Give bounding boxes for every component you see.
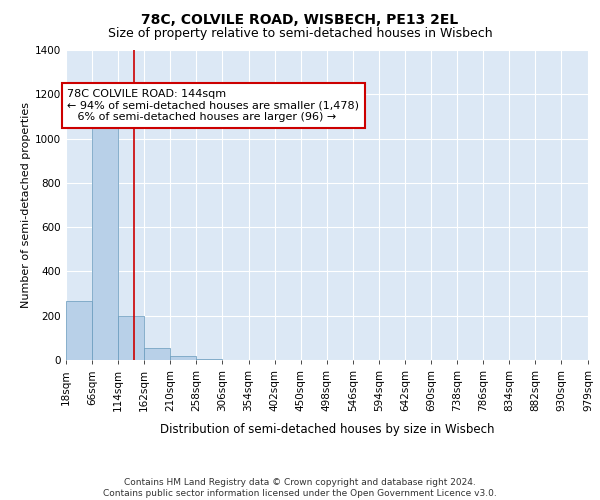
Bar <box>196 359 223 360</box>
Y-axis label: Number of semi-detached properties: Number of semi-detached properties <box>21 102 31 308</box>
Text: 78C COLVILE ROAD: 144sqm
← 94% of semi-detached houses are smaller (1,478)
   6%: 78C COLVILE ROAD: 144sqm ← 94% of semi-d… <box>67 89 359 122</box>
Text: Contains HM Land Registry data © Crown copyright and database right 2024.
Contai: Contains HM Land Registry data © Crown c… <box>103 478 497 498</box>
Bar <box>170 356 196 360</box>
Text: Size of property relative to semi-detached houses in Wisbech: Size of property relative to semi-detach… <box>107 28 493 40</box>
Bar <box>92 121 118 360</box>
Bar <box>144 348 170 360</box>
Text: 78C, COLVILE ROAD, WISBECH, PE13 2EL: 78C, COLVILE ROAD, WISBECH, PE13 2EL <box>142 12 458 26</box>
Bar <box>66 302 92 360</box>
Bar <box>118 316 144 360</box>
Text: Distribution of semi-detached houses by size in Wisbech: Distribution of semi-detached houses by … <box>160 422 494 436</box>
